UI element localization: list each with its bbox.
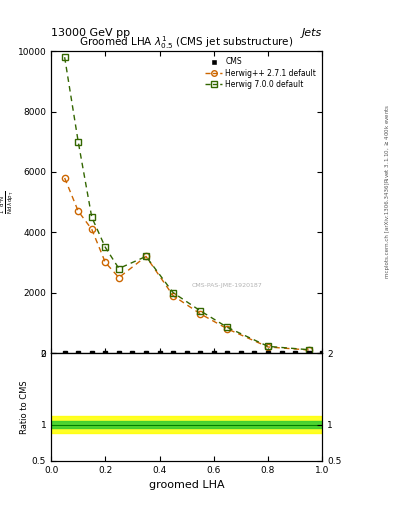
Text: 13000 GeV pp: 13000 GeV pp: [51, 28, 130, 38]
Text: CMS-PAS-JME-1920187: CMS-PAS-JME-1920187: [192, 283, 263, 288]
Text: Jets: Jets: [302, 28, 322, 38]
Legend: CMS, Herwig++ 2.7.1 default, Herwig 7.0.0 default: CMS, Herwig++ 2.7.1 default, Herwig 7.0.…: [203, 55, 318, 91]
Bar: [51, 421, 322, 429]
Text: mcplots.cern.ch [arXiv:1306.3436]: mcplots.cern.ch [arXiv:1306.3436]: [385, 183, 389, 278]
X-axis label: groomed LHA: groomed LHA: [149, 480, 224, 490]
Text: Rivet 3.1.10, $\geq$400k events: Rivet 3.1.10, $\geq$400k events: [383, 104, 391, 183]
Bar: [51, 416, 322, 434]
Title: Groomed LHA $\lambda^{1}_{0.5}$ (CMS jet substructure): Groomed LHA $\lambda^{1}_{0.5}$ (CMS jet…: [79, 34, 294, 51]
Y-axis label: Ratio to CMS: Ratio to CMS: [20, 380, 29, 434]
Y-axis label: $\frac{1}{\mathrm{N}} \frac{\mathrm{d}^2\mathrm{N}}{\mathrm{d}\lambda\, \mathrm{: $\frac{1}{\mathrm{N}} \frac{\mathrm{d}^2…: [0, 190, 15, 214]
